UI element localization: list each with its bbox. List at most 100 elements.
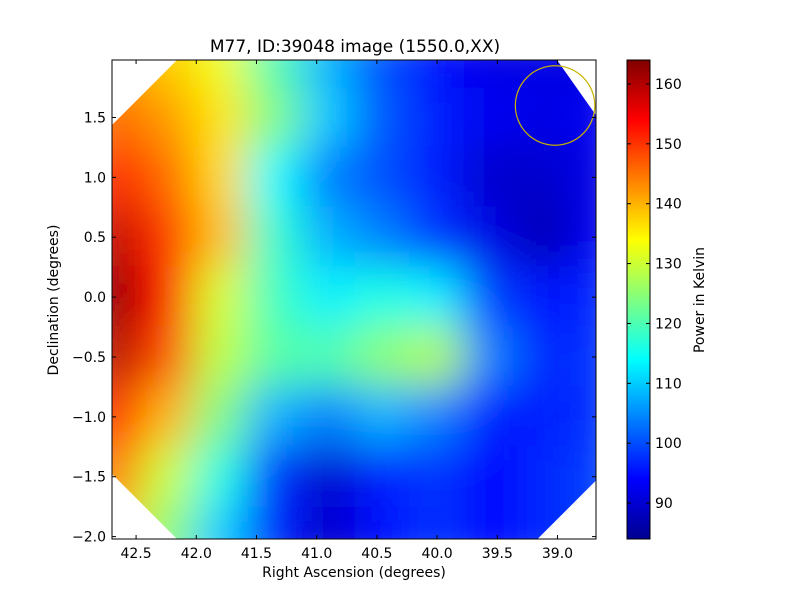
heatmap-cell bbox=[354, 506, 411, 539]
heatmap-cell bbox=[463, 385, 520, 448]
heatmap-cell bbox=[300, 266, 357, 329]
heatmap-cell bbox=[138, 385, 195, 448]
heatmap-cell bbox=[408, 445, 466, 509]
x-tick-label: 42.5 bbox=[120, 546, 151, 562]
heatmap-cell bbox=[300, 60, 357, 90]
heatmap-cell bbox=[569, 385, 596, 448]
heatmap-cell bbox=[192, 206, 249, 269]
heatmap-cell bbox=[112, 326, 141, 388]
heatmap-cell bbox=[408, 326, 466, 388]
heatmap-cell bbox=[112, 385, 141, 448]
heatmap-cell bbox=[112, 146, 141, 209]
heatmap-cell bbox=[463, 206, 520, 269]
x-tick-label: 42.0 bbox=[181, 546, 212, 562]
y-tick-label: 1.0 bbox=[84, 170, 106, 186]
heatmap-cell bbox=[138, 326, 195, 388]
y-tick-label: −1.0 bbox=[72, 410, 106, 426]
heatmap-cell bbox=[246, 506, 303, 539]
heatmap-cell bbox=[192, 445, 249, 509]
heatmap-cell bbox=[463, 146, 520, 209]
heatmap-cell bbox=[354, 60, 411, 90]
x-axis-label: Right Ascension (degrees) bbox=[262, 565, 446, 581]
chart-title: M77, ID:39048 image (1550.0,XX) bbox=[210, 37, 500, 57]
colorbar-tick-label: 160 bbox=[655, 77, 682, 93]
colorbar-tick-label: 130 bbox=[655, 257, 682, 273]
heatmap-cell bbox=[246, 206, 303, 269]
heatmap-cell bbox=[192, 87, 249, 149]
heatmap-cell bbox=[300, 445, 357, 509]
heatmap-cell bbox=[300, 326, 357, 388]
heatmap-cell bbox=[300, 146, 357, 209]
heatmap-cell bbox=[408, 60, 466, 90]
heatmap-cell bbox=[463, 445, 520, 509]
heatmap-cell bbox=[138, 146, 195, 209]
heatmap-cell bbox=[246, 60, 303, 90]
heatmap-cell bbox=[463, 266, 520, 329]
y-tick-label: 0.0 bbox=[84, 290, 106, 306]
heatmap-cell bbox=[246, 445, 303, 509]
heatmap-cell bbox=[138, 87, 195, 149]
heatmap-cell bbox=[463, 326, 520, 388]
heatmap-cell bbox=[300, 206, 357, 269]
x-axis: 42.5 42.0 41.5 41.0 40.5 40.0 39.5 39.0 bbox=[120, 60, 573, 562]
colorbar-tick-label: 140 bbox=[655, 197, 682, 213]
heatmap-cell bbox=[408, 266, 466, 329]
heatmap-cell bbox=[300, 385, 357, 448]
heatmap-cell bbox=[463, 506, 520, 539]
heatmap-cell bbox=[192, 266, 249, 329]
heatmap-cell bbox=[517, 146, 572, 209]
beam-circle bbox=[514, 65, 596, 146]
heatmap-cell bbox=[569, 266, 596, 329]
x-tick-label: 41.5 bbox=[241, 546, 272, 562]
y-axis: 1.5 1.0 0.5 0.0 −0.5 −1.0 −1.5 −2.0 bbox=[72, 110, 596, 546]
heatmap-cell bbox=[463, 60, 520, 90]
heatmap-cell bbox=[354, 445, 411, 509]
heatmap-cell bbox=[517, 206, 572, 269]
heatmap-cell bbox=[246, 326, 303, 388]
heatmap-cell bbox=[569, 146, 596, 209]
heatmap-cell bbox=[569, 326, 596, 388]
y-tick-label: 1.5 bbox=[84, 110, 106, 126]
heatmap-cell bbox=[517, 445, 572, 509]
heatmap-cell bbox=[138, 206, 195, 269]
heatmap-cell bbox=[517, 266, 572, 329]
y-tick-label: −0.5 bbox=[72, 350, 106, 366]
x-tick-label: 40.0 bbox=[421, 546, 452, 562]
colorbar-gradient bbox=[626, 59, 651, 540]
plot-area bbox=[111, 59, 597, 540]
plot-frame bbox=[111, 59, 597, 540]
heatmap-cell bbox=[246, 385, 303, 448]
heatmap-cell bbox=[408, 206, 466, 269]
heatmap-cell bbox=[138, 266, 195, 329]
y-tick-label: −1.5 bbox=[72, 470, 106, 486]
heatmap-cell bbox=[300, 506, 357, 539]
heatmap-cell bbox=[517, 87, 572, 149]
x-tick-label: 41.0 bbox=[301, 546, 332, 562]
colorbar: 90 100 110 120 130 140 150 160 Power in Kelvin bbox=[626, 59, 708, 540]
heatmap-cell bbox=[354, 326, 411, 388]
colorbar-tick-label: 110 bbox=[655, 376, 682, 392]
y-tick-label: 0.5 bbox=[84, 230, 106, 246]
heatmap-cell bbox=[408, 506, 466, 539]
heatmap-cell bbox=[300, 87, 357, 149]
colorbar-tick-label: 90 bbox=[655, 496, 673, 512]
heatmap-cell bbox=[192, 146, 249, 209]
x-tick-label: 40.5 bbox=[361, 546, 392, 562]
heatmap-cell bbox=[192, 385, 249, 448]
heatmap-cell bbox=[192, 326, 249, 388]
heatmap-cell bbox=[354, 266, 411, 329]
colorbar-tick-label: 120 bbox=[655, 316, 682, 332]
heatmap-cell bbox=[463, 87, 520, 149]
heatmap-cell bbox=[408, 385, 466, 448]
heatmap-cell bbox=[246, 266, 303, 329]
heatmap-cell bbox=[517, 385, 572, 448]
colorbar-ticks: 90 100 110 120 130 140 150 160 bbox=[627, 77, 682, 512]
colorbar-tick-label: 100 bbox=[655, 436, 682, 452]
colorbar-label: Power in Kelvin bbox=[692, 247, 708, 353]
heatmap-cell bbox=[112, 266, 141, 329]
colorbar-tick-label: 150 bbox=[655, 137, 682, 153]
heatmap-cell bbox=[112, 206, 141, 269]
x-tick-label: 39.0 bbox=[542, 546, 573, 562]
heatmap-cell bbox=[354, 87, 411, 149]
